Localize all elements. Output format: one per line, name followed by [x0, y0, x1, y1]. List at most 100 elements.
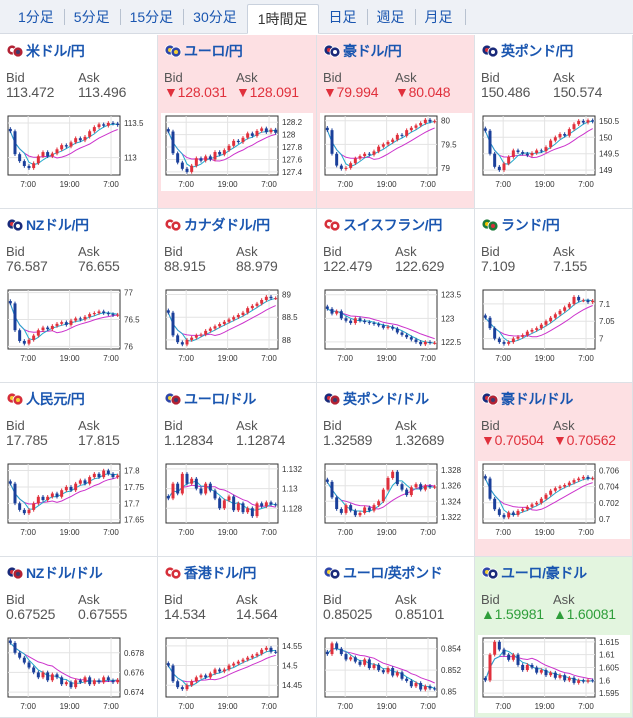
tab-0[interactable]: 1分足 — [18, 8, 54, 25]
pair-link[interactable]: 米ドル/円 — [6, 43, 85, 59]
price-chart[interactable]: 89 88.5 88 7:00 19:00 7:00 — [161, 287, 313, 365]
pair-link[interactable]: カナダドル/円 — [164, 217, 270, 233]
candle-body — [386, 477, 390, 490]
price-chart[interactable]: 128.2 128 127.8 127.6 127.4 7:00 19:00 7:00 — [161, 113, 313, 191]
pair-name[interactable]: 香港ドル/円 — [184, 565, 257, 581]
candle-body — [544, 494, 548, 499]
price-chart[interactable]: 14.55 14.5 14.45 7:00 19:00 7:00 — [161, 635, 313, 713]
rate-panel[interactable]: 香港ドル/円 Bid Ask 14.534 14.564 14.55 14.5 14… — [158, 557, 317, 718]
pair-name[interactable]: スイスフラン/円 — [343, 217, 443, 233]
rate-panel[interactable]: ユーロ/豪ドル Bid Ask ▲1.59981 ▲1.60081 1.615 1… — [475, 557, 633, 718]
pair-name[interactable]: ユーロ/豪ドル — [501, 565, 587, 581]
pair-link[interactable]: 英ポンド/円 — [481, 43, 573, 59]
pair-name[interactable]: ユーロ/英ポンド — [343, 565, 443, 581]
rate-panel[interactable]: カナダドル/円 Bid Ask 88.915 88.979 89 88.5 88 7:… — [158, 209, 317, 383]
ask-label: Ask — [553, 244, 575, 259]
candle-body — [567, 303, 571, 308]
rate-panel[interactable]: NZドル/円 Bid Ask 76.587 76.655 77 76.5 76 7:0… — [0, 209, 158, 383]
candle-body — [577, 296, 581, 301]
rate-panel[interactable]: ユーロ/英ポンド Bid Ask 0.85025 0.85101 0.854 0.… — [317, 557, 475, 718]
rate-panel[interactable]: ユーロ/円 Bid Ask ▼128.031 ▼128.091 128.2 128… — [158, 35, 317, 209]
pair-name[interactable]: 豪ドル/円 — [343, 43, 402, 59]
price-chart[interactable]: 7.1 7.05 7 7:00 19:00 7:00 — [478, 287, 630, 365]
tab-7[interactable]: 月足 — [414, 6, 463, 28]
ask-label: Ask — [395, 244, 417, 259]
price-chart[interactable]: 0.706 0.704 0.702 0.7 7:00 19:00 7:00 — [478, 461, 630, 539]
pair-link[interactable]: ユーロ/英ポンド — [323, 565, 443, 581]
eu-us-flag-icon — [164, 392, 182, 406]
price-chart[interactable]: 17.8 17.75 17.7 17.65 7:00 19:00 7:00 — [3, 461, 155, 539]
pair-name[interactable]: カナダドル/円 — [184, 217, 270, 233]
ma-long-line — [484, 128, 593, 159]
price-chart[interactable]: 80 79.5 79 7:00 19:00 7:00 — [320, 113, 472, 191]
rate-panel[interactable]: ユーロ/ドル Bid Ask 1.12834 1.12874 1.132 1.13… — [158, 383, 317, 557]
rate-panel[interactable]: 豪ドル/ドル Bid Ask ▼0.70504 ▼0.70562 0.706 0.… — [475, 383, 633, 557]
pair-link[interactable]: 豪ドル/円 — [323, 43, 402, 59]
pair-link[interactable]: 香港ドル/円 — [164, 565, 256, 581]
pair-link[interactable]: NZドル/ドル — [6, 565, 103, 581]
tab-1[interactable]: 5分足 — [63, 6, 120, 28]
tab-4[interactable]: 1時間足 — [246, 3, 319, 34]
rate-panel[interactable]: 英ポンド/円 Bid Ask 150.486 150.574 150.5 150 1… — [475, 35, 633, 209]
pair-name[interactable]: ユーロ/ドル — [184, 391, 257, 407]
price-chart[interactable]: 77 76.5 76 7:00 19:00 7:00 — [3, 287, 155, 365]
rate-panel[interactable]: スイスフラン/円 Bid Ask 122.479 122.629 123.5 12… — [317, 209, 475, 383]
rate-panel[interactable]: 豪ドル/円 Bid Ask ▼79.994 ▼80.048 80 79.5 79 7:… — [317, 35, 475, 209]
rate-panel[interactable]: 英ポンド/ドル Bid Ask 1.32589 1.32689 1.328 1.3… — [317, 383, 475, 557]
pair-name[interactable]: ランド/円 — [501, 217, 560, 233]
x-tick-label: 7:00 — [103, 354, 119, 363]
price-chart[interactable]: 1.132 1.13 1.128 7:00 19:00 7:00 — [161, 461, 313, 539]
candle-body — [423, 341, 427, 345]
candle-body — [353, 510, 357, 516]
candle-body — [502, 514, 506, 518]
cn-flag-icon — [6, 392, 24, 406]
pair-name[interactable]: ユーロ/円 — [184, 43, 243, 59]
pair-link[interactable]: ランド/円 — [481, 217, 560, 233]
pair-link[interactable]: 人民元/円 — [6, 391, 85, 407]
rate-panel[interactable]: ランド/円 Bid Ask 7.109 7.155 7.1 7.05 7 7:00 19… — [475, 209, 633, 383]
price-chart[interactable]: 1.328 1.326 1.324 1.322 7:00 19:00 7:00 — [320, 461, 472, 539]
tab-3[interactable]: 30分足 — [183, 6, 247, 28]
candle-body — [250, 655, 254, 658]
price-chart[interactable]: 0.678 0.676 0.674 7:00 19:00 7:00 — [3, 635, 155, 713]
pair-link[interactable]: 豪ドル/ドル — [481, 391, 573, 407]
price-chart[interactable]: 123.5 123 122.5 7:00 19:00 7:00 — [320, 287, 472, 365]
pair-link[interactable]: ユーロ/豪ドル — [481, 565, 587, 581]
price-chart[interactable]: 113.5 113 7:00 19:00 7:00 — [3, 113, 155, 191]
tab-5[interactable]: 日足 — [328, 8, 357, 25]
rate-panel[interactable]: 米ドル/円 Bid Ask 113.472 113.496 113.5 113 7:… — [0, 35, 158, 209]
pair-link[interactable]: ユーロ/ドル — [164, 391, 256, 407]
candle-body — [400, 672, 404, 679]
pair-name[interactable]: NZドル/ドル — [26, 565, 103, 581]
price-chart[interactable]: 1.615 1.61 1.605 1.6 1.595 7:00 19:00 7:00 — [478, 635, 630, 713]
candle-body — [260, 649, 264, 654]
candle-body — [232, 663, 236, 666]
pair-name[interactable]: 米ドル/円 — [26, 43, 85, 59]
tab-2[interactable]: 15分足 — [119, 6, 184, 28]
candle-body — [511, 654, 515, 660]
rate-panel[interactable]: NZドル/ドル Bid Ask 0.67525 0.67555 0.678 0.6… — [0, 557, 158, 718]
tab-6[interactable]: 週足 — [366, 6, 415, 28]
candle-body — [377, 146, 381, 152]
price-chart[interactable]: 150.5 150 149.5 149 7:00 19:00 7:00 — [478, 113, 630, 191]
candle-body — [521, 152, 525, 154]
pair-link[interactable]: スイスフラン/円 — [323, 217, 442, 233]
candle-body — [372, 151, 376, 155]
y-tick-label: 89 — [282, 291, 291, 300]
pair-link[interactable]: 英ポンド/ドル — [323, 391, 429, 407]
price-chart[interactable]: 0.854 0.852 0.85 7:00 19:00 7:00 — [320, 635, 472, 713]
candle-body — [391, 139, 395, 142]
candle-body — [36, 156, 40, 164]
pair-link[interactable]: NZドル/円 — [6, 217, 89, 233]
au-flag-icon — [323, 44, 341, 58]
pair-name[interactable]: 英ポンド/円 — [501, 43, 574, 59]
pair-name[interactable]: 英ポンド/ドル — [343, 391, 429, 407]
pair-name[interactable]: 人民元/円 — [26, 391, 85, 407]
uk-flag-icon — [481, 44, 499, 58]
rate-panel[interactable]: 人民元/円 Bid Ask 17.785 17.815 17.8 17.75 17.… — [0, 383, 158, 557]
pair-name[interactable]: NZドル/円 — [26, 217, 89, 233]
pair-name[interactable]: 豪ドル/ドル — [501, 391, 574, 407]
candle-body — [516, 654, 520, 665]
pair-link[interactable]: ユーロ/円 — [164, 43, 243, 59]
candle-body — [46, 496, 50, 501]
